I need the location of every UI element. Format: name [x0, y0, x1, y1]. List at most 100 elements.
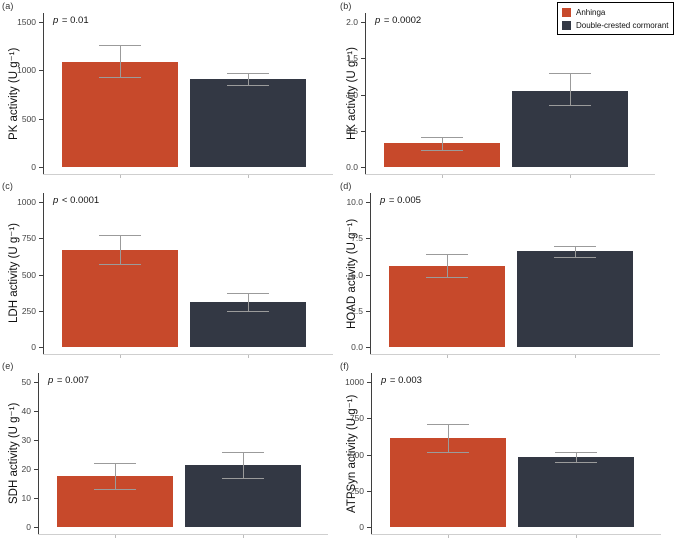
error-bar-cap-top: [99, 234, 141, 236]
y-axis-tick: [39, 347, 43, 348]
y-axis-tick: [361, 94, 365, 96]
x-axis-tick: [447, 355, 448, 358]
y-tick-label: 1.5: [346, 53, 358, 64]
p-symbol: p: [48, 375, 54, 386]
y-tick-label: 2.5: [351, 305, 363, 316]
y-axis-tick: [367, 418, 371, 420]
x-axis-line: [43, 174, 333, 175]
y-tick-label: 7.5: [351, 233, 363, 244]
error-bar-cap-top: [421, 137, 463, 139]
y-axis-title: SDH activity (U g⁻¹): [8, 402, 20, 505]
y-axis-line: [365, 13, 366, 175]
y-tick-label: 30: [21, 435, 31, 445]
y-axis-tick: [39, 118, 43, 120]
y-tick-label: 40: [21, 406, 31, 416]
error-bar-cap-bottom: [94, 489, 136, 491]
error-bar-cap-bottom: [549, 105, 591, 107]
y-axis-tick: [361, 58, 365, 60]
x-axis-tick: [442, 175, 443, 178]
bar-anhinga: [62, 249, 178, 347]
y-axis-tick: [39, 70, 43, 72]
p-symbol: p: [380, 195, 386, 206]
p-text: = 0.01: [59, 15, 89, 26]
error-bar-cap-top: [555, 451, 597, 453]
x-axis-line: [365, 174, 655, 175]
legend: Anhinga Double-crested cormorant: [557, 2, 674, 35]
y-axis-tick: [367, 382, 371, 383]
y-tick-label: 1.0: [346, 89, 358, 100]
error-bar-line: [442, 137, 443, 150]
error-bar-cap-top: [94, 463, 136, 465]
y-tick-label: 10.0: [346, 197, 363, 207]
legend-label: Anhinga: [576, 8, 606, 17]
chart-panel-f: (f) ATPSyn activity (U g⁻¹) 0 250 500 750 1000…: [338, 360, 676, 541]
y-axis-tick: [366, 347, 370, 348]
y-axis-tick: [361, 22, 365, 23]
x-axis-tick: [120, 175, 121, 178]
error-bar-cap-bottom: [227, 310, 269, 312]
y-axis-tick: [39, 310, 43, 312]
chart-panel-a: (a) PK activity (U g⁻¹) 0 500 1000 1500 p = 0.…: [0, 0, 338, 180]
error-bar-cap-bottom: [426, 277, 468, 279]
x-axis-line: [370, 354, 660, 355]
p-value-label: p = 0.003: [381, 375, 422, 386]
error-bar-cap-bottom: [222, 477, 264, 479]
y-tick-label: 5.0: [351, 269, 363, 280]
y-axis-tick: [34, 440, 38, 441]
p-text: = 0.005: [386, 195, 421, 206]
p-symbol: p: [375, 15, 381, 26]
p-value-label: p = 0.01: [53, 15, 89, 26]
y-axis-tick: [366, 310, 370, 312]
y-axis-tick: [367, 454, 371, 456]
y-axis-tick: [39, 274, 43, 276]
error-bar-cap-top: [427, 424, 469, 426]
p-value-label: p = 0.0002: [375, 15, 421, 26]
error-bar-cap-bottom: [99, 263, 141, 265]
y-tick-label: 1500: [17, 17, 36, 27]
y-axis-tick: [34, 469, 38, 470]
error-bar-line: [248, 292, 249, 311]
bar-anhinga: [390, 437, 506, 527]
y-axis-tick: [39, 22, 43, 23]
error-bar-line: [243, 451, 244, 478]
y-tick-label: 500: [21, 113, 36, 124]
p-text: = 0.007: [54, 375, 89, 386]
bar-cormorant: [190, 79, 306, 167]
x-axis-tick: [570, 175, 571, 178]
y-axis-tick: [34, 527, 38, 528]
y-tick-label: 0.0: [346, 162, 358, 172]
p-symbol: p: [381, 375, 387, 386]
error-bar-cap-bottom: [427, 451, 469, 453]
y-tick-label: 0.5: [346, 125, 358, 136]
y-tick-label: 1000: [345, 377, 364, 387]
x-axis-tick: [248, 355, 249, 358]
error-bar-line: [120, 45, 121, 78]
y-tick-label: 0: [26, 522, 31, 532]
error-bar-line: [115, 463, 116, 490]
x-axis-tick: [576, 535, 577, 538]
x-axis-tick: [120, 355, 121, 358]
y-tick-label: 0: [31, 342, 36, 352]
error-bar-cap-bottom: [555, 462, 597, 464]
y-axis-tick: [39, 167, 43, 168]
panel-tag: (d): [340, 181, 352, 191]
error-bar-cap-bottom: [554, 257, 596, 259]
y-tick-label: 500: [349, 449, 364, 460]
p-text: < 0.0001: [59, 195, 100, 206]
error-bar-line: [570, 72, 571, 106]
error-bar-cap-top: [554, 245, 596, 247]
y-tick-label: 250: [349, 485, 364, 496]
y-tick-label: 500: [21, 269, 36, 280]
anhinga-swatch-icon: [562, 8, 571, 17]
panel-tag: (f): [340, 361, 350, 371]
y-axis-tick: [361, 167, 365, 168]
bar-cormorant: [517, 251, 633, 347]
y-axis-tick: [367, 527, 371, 528]
error-bar-line: [248, 72, 249, 86]
bar-anhinga: [384, 143, 500, 167]
error-bar-line: [448, 424, 449, 452]
error-bar-cap-top: [99, 45, 141, 47]
x-axis-line: [371, 534, 661, 535]
y-tick-label: 750: [349, 413, 364, 424]
